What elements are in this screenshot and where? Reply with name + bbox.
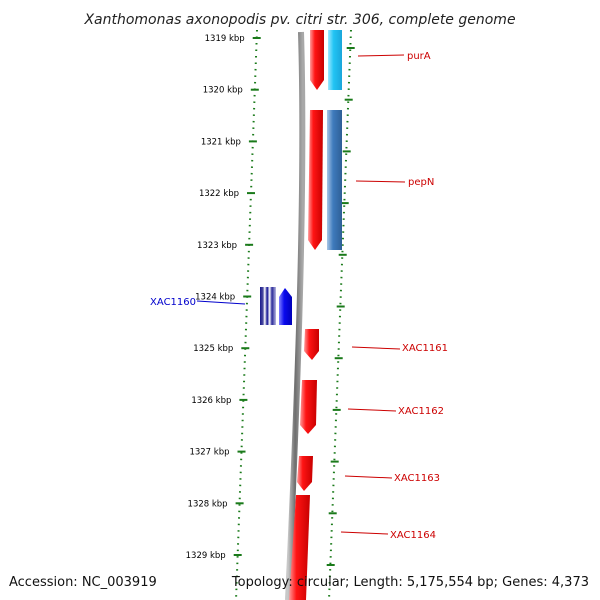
reverse-guide-line	[328, 29, 352, 600]
gene-XAC1160-arrow[interactable]	[279, 288, 292, 325]
gene-label-XAC1164[interactable]: XAC1164	[390, 530, 436, 541]
gene-XAC1161-arrow[interactable]	[304, 329, 319, 360]
gene-XAC1163-arrow[interactable]	[297, 456, 313, 491]
gene-label-XAC1163[interactable]: XAC1163	[394, 473, 440, 484]
kbp-tick-label: 1329 kbp	[186, 551, 226, 561]
genome-backbone	[285, 31, 306, 600]
purA-leader-line	[357, 54, 405, 57]
topology-summary: Topology: circular; Length: 5,175,554 bp…	[231, 575, 589, 590]
kbp-tick-label: 1321 kbp	[201, 137, 241, 147]
gene-label-XAC1161[interactable]: XAC1161	[402, 343, 448, 354]
XAC1164-leader-line	[340, 531, 389, 535]
gene-label-XAC1162[interactable]: XAC1162	[398, 406, 444, 417]
strand-guides	[235, 29, 352, 600]
kbp-tick-label: 1322 kbp	[199, 189, 239, 199]
kbp-tick-label: 1325 kbp	[193, 344, 233, 354]
pepN-leader-line	[355, 180, 406, 183]
accession-label: Accession: NC_003919	[9, 575, 157, 590]
kbp-ruler: 1319 kbp 1320 kbp 1321 kbp 1322 kbp 1323 kbp…	[186, 34, 355, 566]
kbp-tick-label: 1323 kbp	[197, 241, 237, 251]
kbp-tick-label: 1324 kbp	[195, 293, 235, 303]
gene-XAC1164-block[interactable]	[289, 495, 310, 600]
kbp-tick-label: 1328 kbp	[188, 499, 228, 509]
XAC1163-leader-line	[344, 475, 393, 479]
gene-purA-block[interactable]	[310, 30, 324, 90]
gene-label-pepN[interactable]: pepN	[408, 177, 434, 188]
kbp-tick-label: 1319 kbp	[205, 34, 245, 44]
gene-XAC1160-striped-block[interactable]	[260, 287, 276, 325]
XAC1162-leader-line	[347, 408, 397, 412]
genome-title: Xanthomonas axonopodis pv. citri str. 30…	[83, 12, 515, 28]
gene-label-XAC1160[interactable]: XAC1160	[150, 297, 196, 308]
gene-features	[260, 30, 342, 600]
gene-pepN-block[interactable]	[308, 110, 323, 250]
gene-pepN-alt-block[interactable]	[327, 110, 342, 250]
kbp-tick-label: 1320 kbp	[203, 86, 243, 96]
gene-labels: purA pepN XAC1160 XAC1161 XAC1162 XAC116…	[150, 51, 448, 541]
kbp-tick-label: 1326 kbp	[191, 396, 231, 406]
XAC1160-leader-line	[196, 300, 246, 305]
gene-purA-alt-block[interactable]	[328, 30, 342, 90]
forward-guide-line	[235, 29, 258, 600]
XAC1161-leader-line	[351, 346, 401, 350]
gene-XAC1162-arrow[interactable]	[300, 380, 317, 434]
kbp-tick-label: 1327 kbp	[189, 448, 229, 458]
gene-label-purA[interactable]: purA	[407, 51, 431, 62]
